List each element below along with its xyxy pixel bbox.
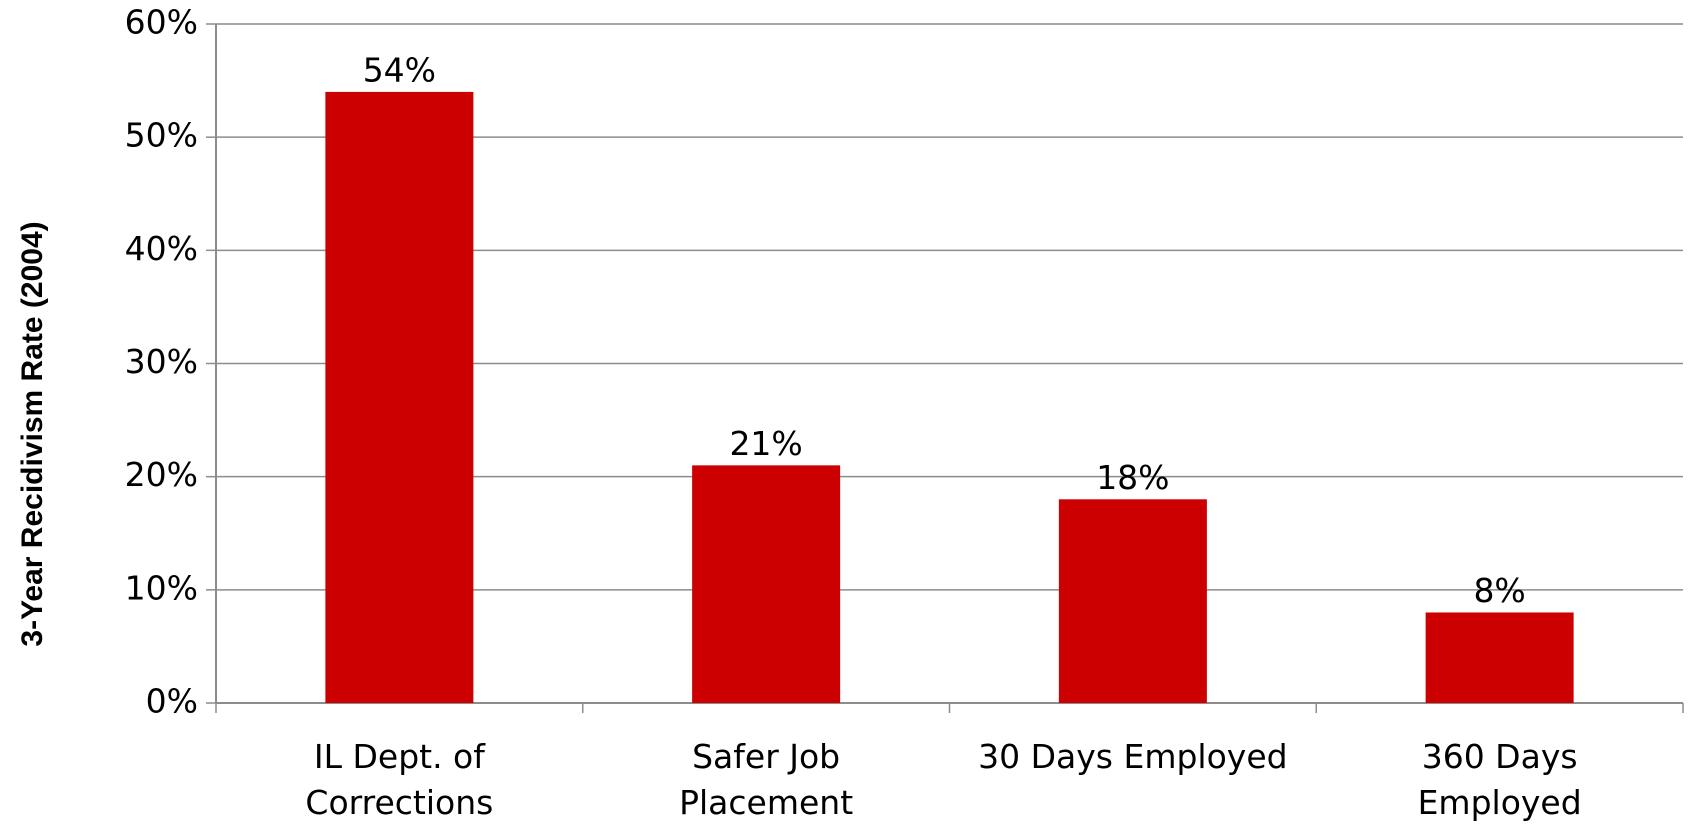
data-label: 8%	[1473, 571, 1525, 610]
y-tick-label: 30%	[125, 342, 198, 381]
bar	[325, 91, 474, 703]
data-label: 18%	[1096, 458, 1169, 497]
x-tick-label: Safer Job Placement	[679, 737, 854, 822]
y-tick-label: 50%	[125, 116, 198, 155]
y-tick-label: 60%	[125, 3, 198, 42]
y-tick-label: 10%	[125, 568, 198, 607]
y-tick-label: 20%	[125, 455, 198, 494]
y-tick-label: 0%	[146, 682, 198, 721]
bar	[1058, 499, 1207, 703]
x-tick-label: 360 Days Employed	[1417, 737, 1582, 822]
y-axis-label: 3-Year Recidivism Rate (2004)	[16, 221, 49, 646]
y-tick-label: 40%	[125, 229, 198, 268]
data-label: 54%	[363, 50, 436, 89]
data-label: 21%	[729, 424, 802, 463]
bar	[1425, 612, 1574, 703]
bar	[692, 465, 841, 703]
x-tick-label: 30 Days Employed	[978, 737, 1288, 776]
x-tick-label: IL Dept. of Corrections	[305, 737, 494, 822]
